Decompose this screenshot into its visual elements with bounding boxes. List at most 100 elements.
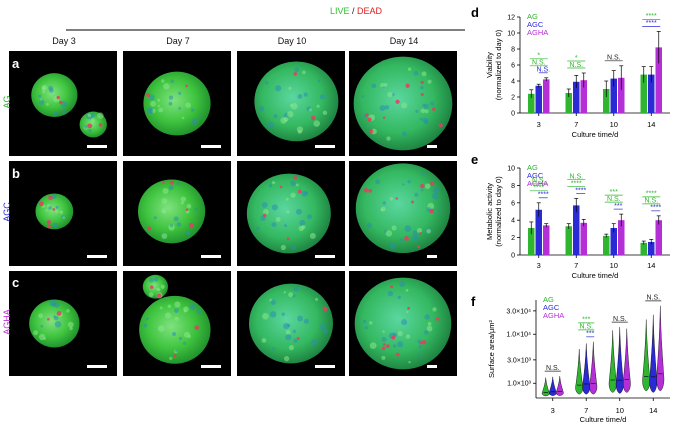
cell-nucleus xyxy=(46,103,49,106)
svg-text:LIVE / DEAD: LIVE / DEAD xyxy=(330,6,383,16)
legend-entry: AG xyxy=(527,163,538,172)
bar xyxy=(580,222,587,255)
dead-cell xyxy=(87,123,93,129)
x-tick-label: 7 xyxy=(574,120,578,129)
cell-nucleus xyxy=(269,311,277,318)
spheroid xyxy=(142,274,168,299)
dead-cell xyxy=(56,311,62,316)
dead-cell xyxy=(147,226,152,231)
cell-nucleus xyxy=(313,120,321,127)
cell-nucleus xyxy=(88,129,92,133)
cell-nucleus xyxy=(157,98,161,102)
cell-nucleus xyxy=(299,219,306,226)
cell-nucleus xyxy=(420,188,424,192)
cell-nucleus xyxy=(412,234,419,242)
cell-nucleus xyxy=(281,312,285,316)
significance-label: N.S. xyxy=(644,198,658,205)
cell-nucleus xyxy=(182,341,187,345)
dead-cell xyxy=(262,213,267,217)
micrograph xyxy=(9,161,117,266)
dead-cell xyxy=(420,80,424,85)
cell-nucleus xyxy=(97,112,104,119)
x-tick-label: 3 xyxy=(537,120,541,129)
y-tick-label: 10 xyxy=(507,166,515,173)
cell-nucleus xyxy=(385,230,393,237)
dead-cell xyxy=(404,236,409,241)
cell-nucleus xyxy=(371,83,377,89)
dead-cell xyxy=(47,317,50,321)
cell-nucleus xyxy=(424,314,430,320)
cell-nucleus xyxy=(399,281,405,287)
y-tick-label: 3.0×10⁴ xyxy=(506,308,531,315)
dead-cell xyxy=(390,285,393,289)
scale-bar xyxy=(201,255,221,258)
cell-nucleus xyxy=(291,245,296,250)
cell-nucleus xyxy=(90,112,96,118)
cell-nucleus xyxy=(196,309,201,314)
dead-cell xyxy=(420,183,425,189)
micrograph xyxy=(237,161,345,266)
cell-nucleus xyxy=(271,222,277,228)
cell-nucleus xyxy=(271,181,276,185)
cell-nucleus xyxy=(303,318,310,324)
cell-nucleus xyxy=(62,216,66,219)
cell-nucleus xyxy=(178,106,182,110)
day-header: Day 14 xyxy=(390,36,419,46)
cell-nucleus xyxy=(149,277,154,283)
dead-cell xyxy=(419,341,423,345)
cell-nucleus xyxy=(389,197,394,201)
cell-nucleus xyxy=(406,310,409,314)
cell-nucleus xyxy=(84,125,88,129)
significance-label: **** xyxy=(646,20,657,27)
significance-label: **** xyxy=(650,205,661,212)
cell-nucleus xyxy=(194,207,199,211)
violin xyxy=(649,314,658,393)
cell-nucleus xyxy=(362,319,367,324)
y-axis-label: Metabolic activity xyxy=(485,183,494,240)
cell-nucleus xyxy=(185,230,191,236)
cell-nucleus xyxy=(424,330,429,335)
cell-nucleus xyxy=(432,187,440,194)
y-tick-label: 6 xyxy=(511,63,515,70)
bar xyxy=(610,228,617,255)
cell-nucleus xyxy=(311,339,318,346)
micrograph xyxy=(9,271,117,376)
bar xyxy=(603,235,610,255)
violin xyxy=(541,377,550,397)
cell-nucleus xyxy=(53,315,59,321)
cell-nucleus xyxy=(189,304,196,310)
bar xyxy=(640,242,647,255)
cell-nucleus xyxy=(258,106,265,112)
y-tick-label: 6 xyxy=(511,200,515,207)
cell-nucleus xyxy=(404,225,412,232)
significance-label: N.S. xyxy=(532,60,546,67)
cell-nucleus xyxy=(292,294,296,298)
dead-cell xyxy=(279,185,283,189)
cell-nucleus xyxy=(391,93,395,96)
chart-e: e 0 2 4 6 8 10 Metabolic activity (normalized to… xyxy=(471,152,670,280)
cell-nucleus xyxy=(288,86,292,90)
cell-nucleus xyxy=(291,102,298,110)
cell-nucleus xyxy=(308,108,312,112)
cell-nucleus xyxy=(422,103,426,107)
micrograph xyxy=(123,51,231,156)
cell-nucleus xyxy=(424,183,431,189)
dead-cell xyxy=(383,343,386,346)
bar xyxy=(648,74,655,113)
cell-nucleus xyxy=(261,202,268,208)
violin xyxy=(582,343,591,395)
cell-nucleus xyxy=(280,244,286,251)
cell-nucleus xyxy=(301,190,308,197)
cell-nucleus xyxy=(55,205,59,209)
y-tick-label: 12 xyxy=(507,15,515,22)
cell-nucleus xyxy=(421,172,425,176)
cell-nucleus xyxy=(180,196,187,202)
cell-nucleus xyxy=(261,338,267,343)
x-tick-label: 3 xyxy=(551,406,555,415)
cell-nucleus xyxy=(87,113,92,118)
micrograph xyxy=(349,271,457,376)
cell-nucleus xyxy=(315,297,319,301)
dead-cell xyxy=(382,116,386,119)
cell-nucleus xyxy=(178,91,182,95)
violin xyxy=(589,341,598,395)
